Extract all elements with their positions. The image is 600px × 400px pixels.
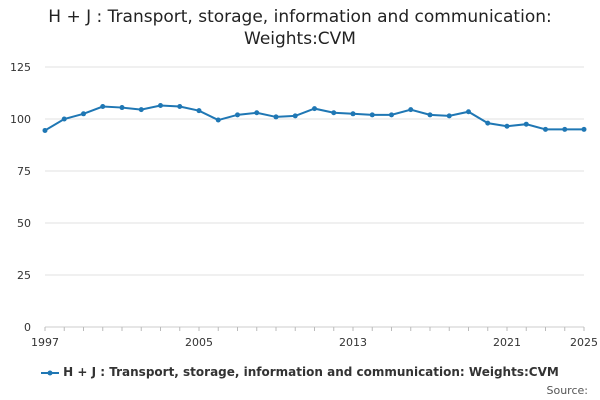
data-point [446, 113, 452, 119]
data-point [331, 110, 337, 116]
y-tick-label: 0 [24, 321, 31, 334]
y-tick-label: 100 [10, 113, 31, 126]
data-point [389, 112, 394, 118]
data-point [100, 104, 106, 110]
data-point [138, 107, 144, 113]
data-point [466, 109, 471, 115]
y-tick-label: 125 [10, 61, 31, 74]
x-tick-label: 1997 [31, 336, 59, 349]
data-point [273, 114, 279, 120]
y-tick-label: 75 [17, 165, 31, 178]
legend-marker [41, 370, 60, 375]
data-point [427, 112, 433, 118]
data-point [408, 107, 414, 113]
data-point [119, 105, 125, 111]
chart-title-line-1: H + J : Transport, storage, information … [48, 7, 552, 27]
chart-title: H + J : Transport, storage, information … [0, 6, 600, 50]
data-point [196, 108, 202, 114]
x-tick-label: 2025 [570, 336, 598, 349]
data-point [42, 127, 48, 133]
data-point [177, 104, 183, 110]
y-tick-label: 25 [17, 269, 31, 282]
data-point [312, 106, 317, 112]
data-point [235, 112, 240, 118]
data-point [292, 113, 298, 119]
source-label: Source: [546, 384, 589, 397]
data-point [562, 126, 568, 132]
data-point [523, 121, 529, 127]
chart-title-line-2: Weights:CVM [244, 29, 356, 49]
data-point [543, 126, 548, 132]
data-point [581, 126, 587, 132]
data-point [254, 110, 260, 116]
data-point [61, 116, 67, 122]
legend[interactable]: H + J : Transport, storage, information … [0, 365, 600, 379]
x-tick-label: 2005 [185, 336, 213, 349]
data-point [350, 111, 356, 117]
data-point [158, 102, 163, 108]
data-point [369, 112, 375, 118]
data-point [215, 117, 221, 123]
data-point [485, 120, 491, 126]
legend-label: H + J : Transport, storage, information … [63, 365, 559, 379]
y-tick-label: 50 [17, 217, 31, 230]
x-tick-label: 2013 [339, 336, 367, 349]
data-point [81, 111, 86, 117]
data-point [504, 123, 510, 129]
x-tick-label: 2021 [493, 336, 521, 349]
